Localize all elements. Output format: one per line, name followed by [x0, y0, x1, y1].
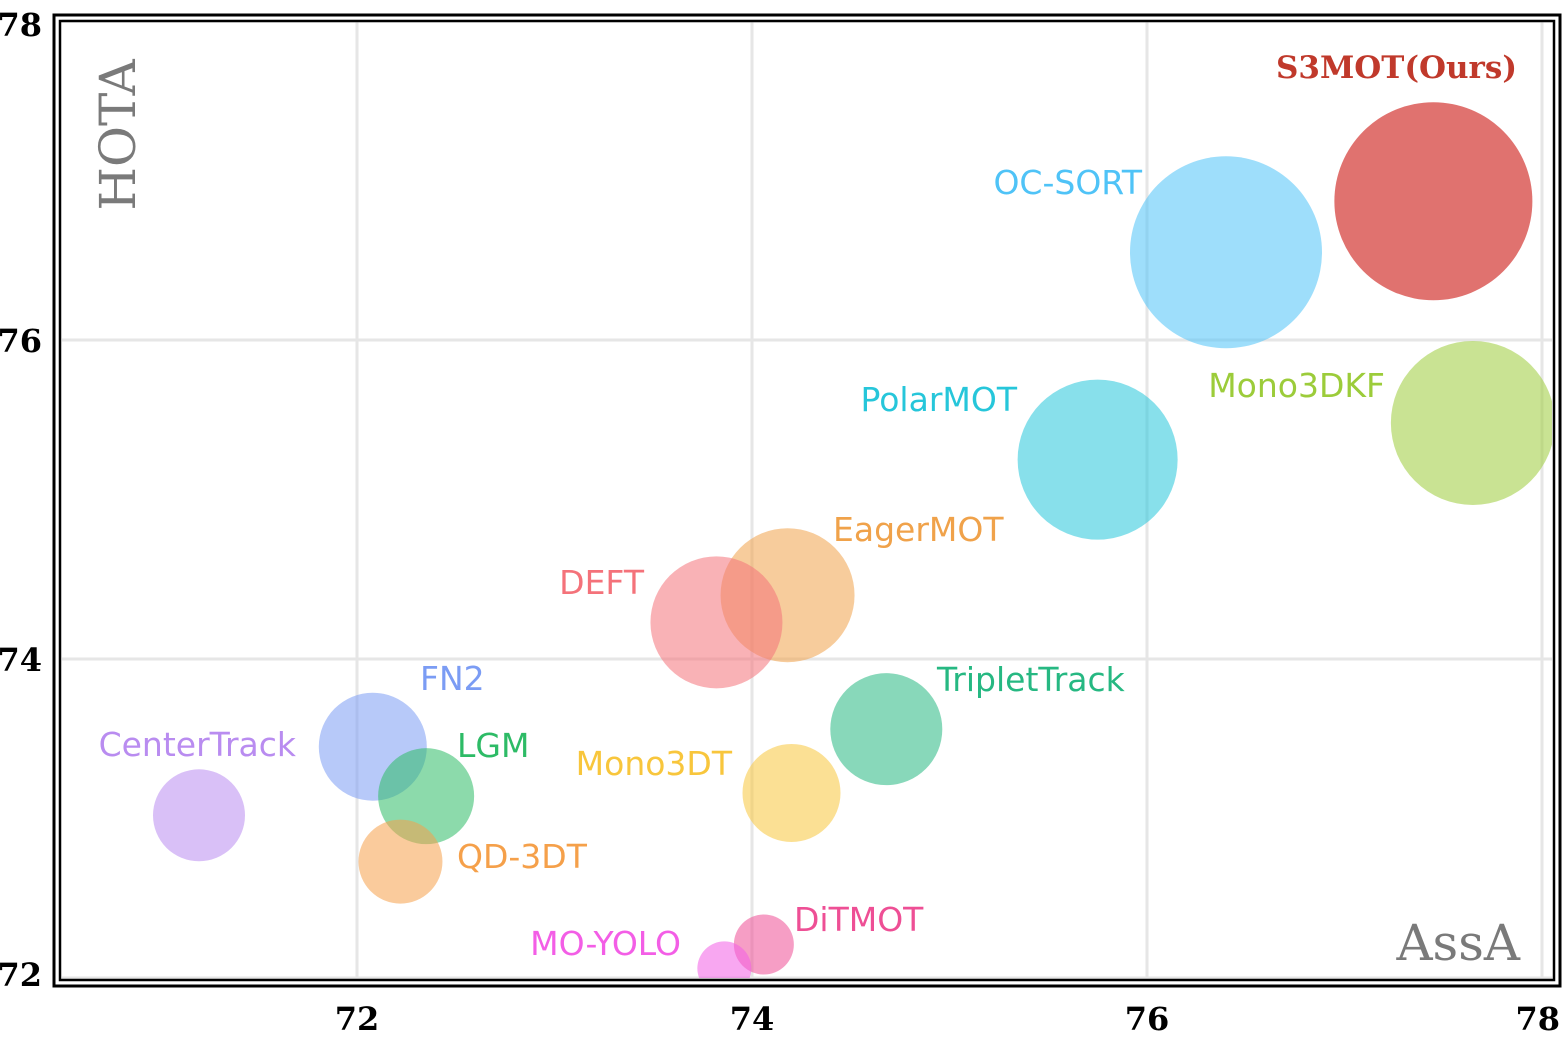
bubble-deft	[650, 556, 783, 689]
y-tick-label-76: 76	[0, 322, 42, 360]
x-tick-label-78: 78	[1515, 1000, 1560, 1038]
x-tick-label-74: 74	[730, 1000, 775, 1038]
bubble-label-deft: DEFT	[559, 563, 645, 602]
bubble-label-qd-3dt: QD-3DT	[457, 837, 588, 876]
y-tick-label-74: 74	[0, 641, 42, 679]
bubble-label-mo-yolo: MO-YOLO	[530, 924, 681, 963]
y-axis-label: HOTA	[89, 58, 147, 210]
bubble-label-mono3dkf: Mono3DKF	[1208, 366, 1385, 405]
bubble-mono3dt	[742, 743, 841, 842]
bubble-label-fn2: FN2	[420, 659, 485, 698]
bubble-mono3dkf	[1390, 340, 1552, 505]
bubble-oc-sort	[1130, 156, 1322, 349]
bubble-label-triplettrack: TripletTrack	[936, 660, 1126, 699]
y-tick-label-78: 78	[0, 6, 42, 44]
bubble-label-layer: S3MOT(Ours) OC-SORT Mono3DKF PolarMOT EagerM…	[99, 50, 1517, 963]
tick-labels: 72 74 76 78 72 74 76 78	[0, 6, 1560, 1038]
bubble-label-centertrack: CenterTrack	[99, 725, 297, 764]
plot-frame-inner	[58, 19, 1556, 982]
bubble-triplettrack	[830, 673, 943, 786]
x-tick-label-72: 72	[335, 1000, 380, 1038]
bubble-label-oc-sort: OC-SORT	[993, 163, 1142, 202]
y-tick-label-72: 72	[0, 956, 42, 994]
bubble-mo-yolo	[697, 941, 752, 978]
bubble-polarmot	[1017, 379, 1178, 540]
bubble-label-lgm: LGM	[457, 726, 529, 765]
bubble-label-polarmot: PolarMOT	[861, 380, 1018, 419]
x-axis-label: AssA	[1395, 914, 1520, 972]
bubble-centertrack	[153, 769, 245, 862]
bubble-qd-3dt	[358, 819, 443, 904]
bubble-label-eagermot: EagerMOT	[833, 510, 1004, 549]
bubble-layer	[153, 102, 1552, 978]
bubble-label-s3mot-ours: S3MOT(Ours)	[1276, 50, 1517, 86]
bubble-label-mono3dt: Mono3DT	[576, 744, 733, 783]
bubble-s3mot-ours	[1334, 102, 1533, 301]
x-tick-label-76: 76	[1125, 1000, 1170, 1038]
bubble-label-ditmot: DiTMOT	[794, 900, 924, 939]
plot-frame-outer	[52, 13, 1562, 988]
